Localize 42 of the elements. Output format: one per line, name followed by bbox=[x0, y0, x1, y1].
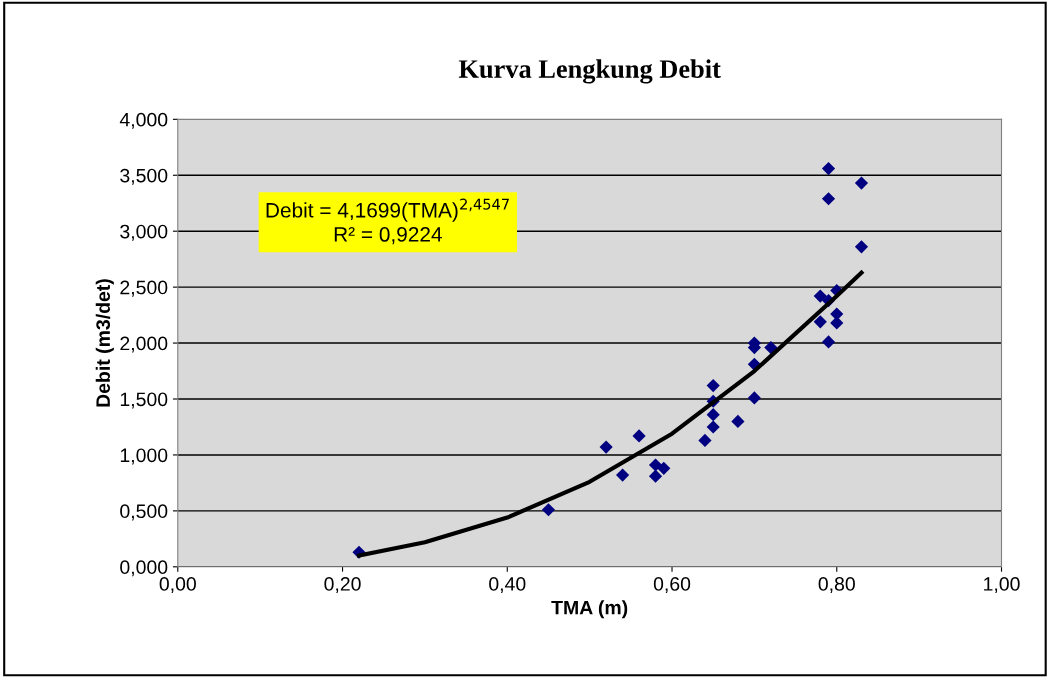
chart-title: Kurva Lengkung Debit bbox=[458, 59, 721, 84]
y-tick-label: 0,500 bbox=[120, 504, 168, 521]
x-tick-label: 0,40 bbox=[489, 577, 526, 594]
point bbox=[813, 315, 827, 329]
point bbox=[830, 316, 844, 330]
annotation: Debit = 4,1699(TMA)$^{2,4547}$ bbox=[266, 198, 509, 222]
point bbox=[821, 335, 836, 349]
y-tick-label: 4,000 bbox=[119, 112, 168, 129]
point bbox=[706, 378, 720, 393]
point bbox=[764, 340, 778, 355]
point bbox=[657, 461, 671, 475]
point bbox=[731, 414, 745, 428]
point bbox=[747, 391, 761, 405]
x-axis-title: TMA (m) bbox=[551, 600, 628, 619]
y-tick-label: 3,000 bbox=[120, 224, 168, 241]
point bbox=[541, 503, 556, 517]
x-tick-label: 1,00 bbox=[984, 577, 1020, 594]
y-tick-label: 0,000 bbox=[120, 560, 168, 577]
x-tick-label: 0,00 bbox=[159, 577, 196, 594]
y-tick-label: 2,500 bbox=[120, 280, 168, 297]
y-tick-label: 1,500 bbox=[120, 392, 168, 409]
point bbox=[616, 468, 630, 482]
point bbox=[706, 420, 720, 434]
x-tick-label: 0,20 bbox=[324, 577, 361, 594]
point bbox=[648, 469, 663, 483]
annotation: R² = 0,9224 bbox=[334, 227, 442, 245]
point bbox=[821, 161, 836, 176]
point bbox=[813, 289, 827, 303]
point bbox=[854, 240, 869, 254]
point bbox=[599, 440, 613, 454]
point bbox=[648, 458, 663, 472]
point bbox=[821, 192, 836, 206]
y-axis-title: Debit (m3/det) bbox=[95, 279, 114, 407]
point bbox=[706, 408, 720, 422]
y-tick-label: 3,500 bbox=[120, 168, 168, 185]
point bbox=[698, 433, 712, 447]
point bbox=[854, 176, 869, 190]
x-tick-label: 0,60 bbox=[653, 577, 691, 594]
y-tick-label: 1,000 bbox=[120, 448, 168, 465]
point bbox=[632, 429, 646, 443]
x-tick-label: 0,80 bbox=[818, 577, 855, 594]
y-tick-label: 2,000 bbox=[120, 336, 168, 353]
